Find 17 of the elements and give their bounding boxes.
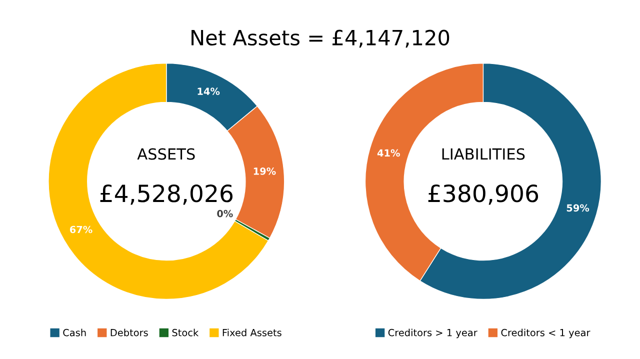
chart-title: Net Assets = £4,147,120 xyxy=(192,30,450,48)
data-label: 14% xyxy=(198,88,220,95)
text: LIABILITIES xyxy=(442,148,525,160)
text: ASSETS xyxy=(137,148,195,160)
data-label: 19% xyxy=(254,167,276,175)
legend-label: Creditors > 1 year xyxy=(388,328,478,338)
legend-label: Stock xyxy=(172,328,199,336)
data-label: 59% xyxy=(566,204,590,212)
legend-label: Cash xyxy=(63,328,86,336)
text: £4,528,026 xyxy=(100,184,233,205)
data-label: 41% xyxy=(377,149,400,157)
data-label: 0% xyxy=(217,210,233,218)
data-label: 67% xyxy=(70,226,92,234)
text: £380,906 xyxy=(428,184,538,205)
legend-label: Debtors xyxy=(110,328,148,336)
legend-label: Creditors < 1 year xyxy=(501,328,590,338)
legend-label: Fixed Assets xyxy=(222,328,282,336)
